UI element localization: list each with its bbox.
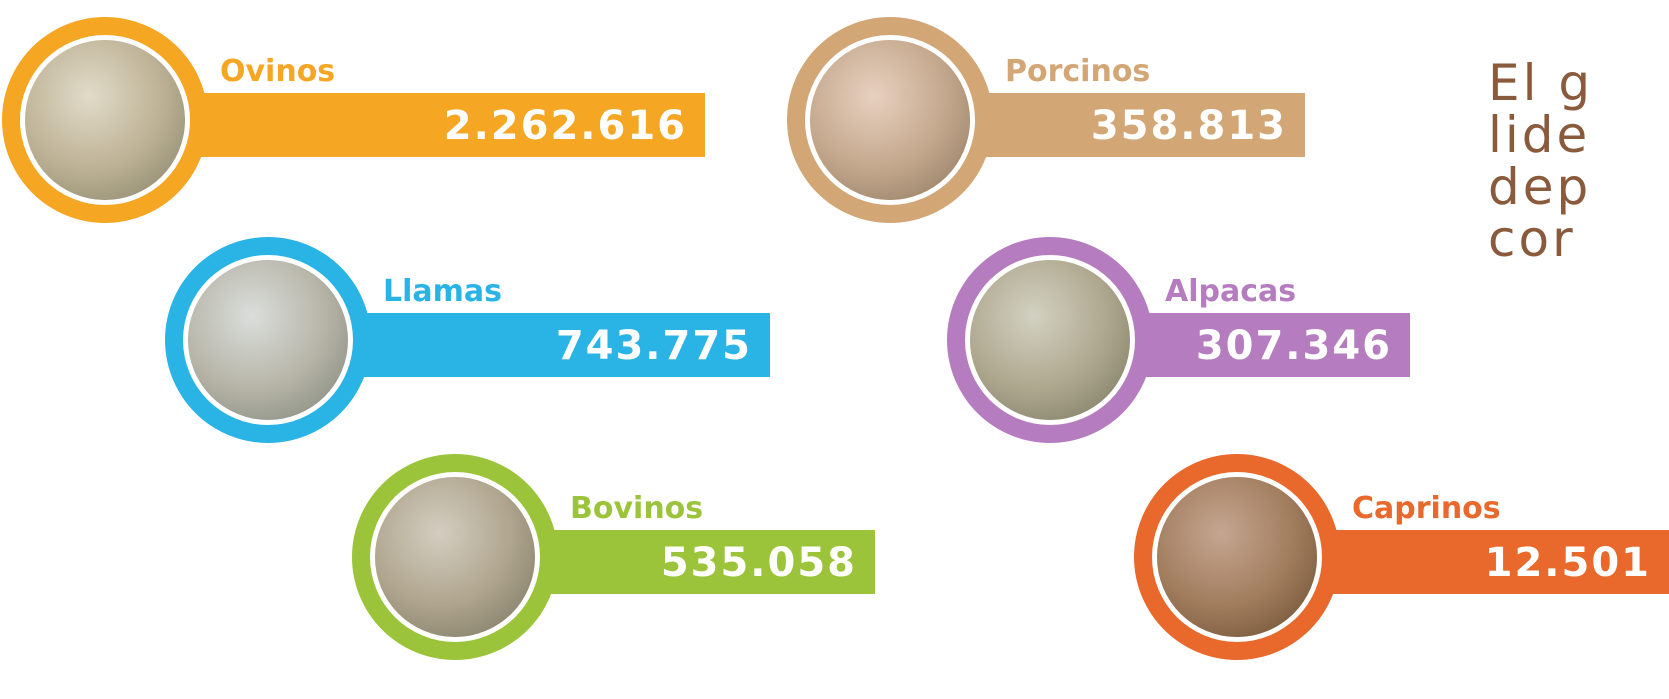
- stat-item: Bovinos 535.058: [352, 454, 875, 660]
- stat-item: Ovinos 2.262.616: [2, 17, 705, 223]
- stat-value: 535.058: [661, 540, 857, 586]
- animal-photo-shade: [1157, 477, 1317, 637]
- stat-label: Bovinos: [570, 491, 703, 526]
- stat-label: Ovinos: [220, 54, 335, 89]
- stat-value: 2.262.616: [444, 103, 687, 149]
- stat-label: Llamas: [383, 274, 502, 309]
- side-line: El g: [1488, 54, 1593, 112]
- stat-item: Porcinos 358.813: [787, 17, 1305, 223]
- animal-photo-shade: [970, 260, 1130, 420]
- animal-photo-shade: [810, 40, 970, 200]
- animal-photo-shade: [25, 40, 185, 200]
- stat-item: Caprinos 12.501: [1134, 454, 1669, 660]
- stat-label: Alpacas: [1165, 274, 1296, 309]
- stat-value: 12.501: [1485, 540, 1651, 586]
- infographic: El glidedepcor Ovinos 2.262.616 Porcinos 35…: [0, 0, 1669, 699]
- side-line: dep: [1488, 158, 1591, 216]
- stat-label: Caprinos: [1352, 491, 1501, 526]
- stat-label: Porcinos: [1005, 54, 1150, 89]
- animal-photo-shade: [188, 260, 348, 420]
- side-line: lide: [1488, 106, 1590, 164]
- stat-item: Llamas 743.775: [165, 237, 770, 443]
- stat-item: Alpacas 307.346: [947, 237, 1410, 443]
- stat-value: 743.775: [556, 323, 752, 369]
- stat-value: 307.346: [1196, 323, 1392, 369]
- animal-photo-shade: [375, 477, 535, 637]
- side-line: cor: [1488, 210, 1576, 268]
- stat-value: 358.813: [1091, 103, 1287, 149]
